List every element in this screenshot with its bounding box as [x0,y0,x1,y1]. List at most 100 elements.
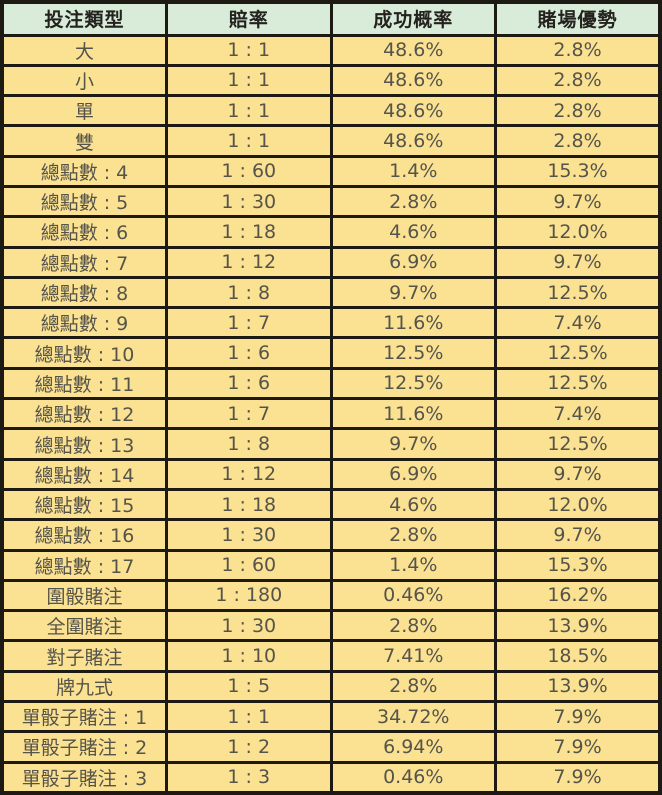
odds-cell: 1 : 1 [165,94,333,128]
table-row: 總點數 : 12 1 : 7 11.6% 7.4% [0,397,662,431]
bet-type-cell: 總點數 : 15 [0,487,168,522]
table-row: 單骰子賭注 : 2 1 : 2 6.94% 7.9% [0,730,662,764]
table-row: 對子賭注 1 : 10 7.41% 18.5% [0,639,662,673]
success-probability-cell: 0.46% [329,578,497,613]
table-row: 單 1 : 1 48.6% 2.8% [0,94,662,128]
success-probability-cell: 34.72% [329,700,497,734]
house-edge-cell: 13.9% [494,609,662,643]
house-edge-cell: 9.7% [494,518,662,552]
bet-type-cell: 總點數 : 4 [0,154,168,188]
table-row: 總點數 : 6 1 : 18 4.6% 12.0% [0,215,662,249]
odds-cell: 1 : 3 [165,760,333,795]
bet-type-cell: 單骰子賭注 : 2 [0,730,168,764]
bet-type-cell: 圍骰賭注 [0,578,168,613]
bet-type-cell: 總點數 : 17 [0,548,168,582]
odds-cell: 1 : 30 [165,609,333,643]
odds-cell: 1 : 8 [165,427,333,461]
success-probability-cell: 48.6% [329,33,497,67]
table-header: 投注類型 賠率 成功概率 賭場優勢 [0,0,662,37]
odds-cell: 1 : 180 [165,578,333,613]
column-header-success-probability: 成功概率 [329,0,497,37]
odds-cell: 1 : 1 [165,63,333,98]
bet-type-cell: 總點數 : 11 [0,366,168,401]
bet-type-cell: 總點數 : 8 [0,275,168,310]
table-row: 大 1 : 1 48.6% 2.8% [0,33,662,67]
bet-type-cell: 對子賭注 [0,639,168,673]
house-edge-cell: 2.8% [494,63,662,98]
success-probability-cell: 12.5% [329,336,497,370]
bet-type-cell: 單 [0,94,168,128]
success-probability-cell: 48.6% [329,63,497,98]
table-row: 牌九式 1 : 5 2.8% 13.9% [0,669,662,704]
success-probability-cell: 6.94% [329,730,497,764]
bet-type-cell: 總點數 : 6 [0,215,168,249]
bet-type-cell: 總點數 : 7 [0,245,168,279]
table-row: 全圍賭注 1 : 30 2.8% 13.9% [0,609,662,643]
house-edge-cell: 7.4% [494,306,662,340]
bet-type-cell: 總點數 : 5 [0,184,168,219]
success-probability-cell: 6.9% [329,245,497,279]
odds-cell: 1 : 12 [165,457,333,491]
success-probability-cell: 6.9% [329,457,497,491]
odds-cell: 1 : 12 [165,245,333,279]
table-row: 總點數 : 10 1 : 6 12.5% 12.5% [0,336,662,370]
table-row: 單骰子賭注 : 3 1 : 3 0.46% 7.9% [0,760,662,795]
table-row: 總點數 : 5 1 : 30 2.8% 9.7% [0,184,662,219]
odds-cell: 1 : 18 [165,215,333,249]
odds-cell: 1 : 2 [165,730,333,764]
odds-cell: 1 : 5 [165,669,333,704]
house-edge-cell: 9.7% [494,184,662,219]
success-probability-cell: 48.6% [329,124,497,158]
bet-type-cell: 牌九式 [0,669,168,704]
odds-cell: 1 : 1 [165,124,333,158]
table-row: 總點數 : 8 1 : 8 9.7% 12.5% [0,275,662,310]
bet-type-cell: 總點數 : 16 [0,518,168,552]
success-probability-cell: 11.6% [329,397,497,431]
house-edge-cell: 12.0% [494,487,662,522]
success-probability-cell: 2.8% [329,609,497,643]
bet-type-cell: 總點數 : 9 [0,306,168,340]
house-edge-cell: 7.9% [494,760,662,795]
table-row: 總點數 : 13 1 : 8 9.7% 12.5% [0,427,662,461]
bet-type-cell: 全圍賭注 [0,609,168,643]
house-edge-cell: 7.4% [494,397,662,431]
table-row: 小 1 : 1 48.6% 2.8% [0,63,662,98]
bet-type-cell: 總點數 : 13 [0,427,168,461]
odds-cell: 1 : 1 [165,33,333,67]
table-row: 單骰子賭注 : 1 1 : 1 34.72% 7.9% [0,700,662,734]
success-probability-cell: 4.6% [329,215,497,249]
table-row: 總點數 : 15 1 : 18 4.6% 12.0% [0,487,662,522]
column-header-house-edge: 賭場優勢 [494,0,662,37]
house-edge-cell: 2.8% [494,124,662,158]
house-edge-cell: 2.8% [494,94,662,128]
table-row: 總點數 : 7 1 : 12 6.9% 9.7% [0,245,662,279]
table-row: 總點數 : 14 1 : 12 6.9% 9.7% [0,457,662,491]
bet-type-cell: 總點數 : 12 [0,397,168,431]
success-probability-cell: 9.7% [329,427,497,461]
odds-cell: 1 : 7 [165,397,333,431]
success-probability-cell: 48.6% [329,94,497,128]
table-body: 大 1 : 1 48.6% 2.8% 小 1 : 1 48.6% 2.8% 單 … [0,33,662,795]
house-edge-cell: 12.5% [494,366,662,401]
odds-cell: 1 : 30 [165,184,333,219]
odds-cell: 1 : 30 [165,518,333,552]
table-row: 雙 1 : 1 48.6% 2.8% [0,124,662,158]
table-row: 總點數 : 11 1 : 6 12.5% 12.5% [0,366,662,401]
odds-cell: 1 : 10 [165,639,333,673]
house-edge-cell: 12.5% [494,275,662,310]
house-edge-cell: 12.5% [494,427,662,461]
house-edge-cell: 12.0% [494,215,662,249]
bet-type-cell: 單骰子賭注 : 3 [0,760,168,795]
odds-cell: 1 : 6 [165,336,333,370]
column-header-bet-type: 投注類型 [0,0,168,37]
odds-cell: 1 : 60 [165,548,333,582]
odds-cell: 1 : 8 [165,275,333,310]
success-probability-cell: 2.8% [329,184,497,219]
odds-cell: 1 : 1 [165,700,333,734]
house-edge-cell: 9.7% [494,457,662,491]
table-row: 總點數 : 17 1 : 60 1.4% 15.3% [0,548,662,582]
house-edge-cell: 9.7% [494,245,662,279]
house-edge-cell: 18.5% [494,639,662,673]
table-row: 總點數 : 9 1 : 7 11.6% 7.4% [0,306,662,340]
